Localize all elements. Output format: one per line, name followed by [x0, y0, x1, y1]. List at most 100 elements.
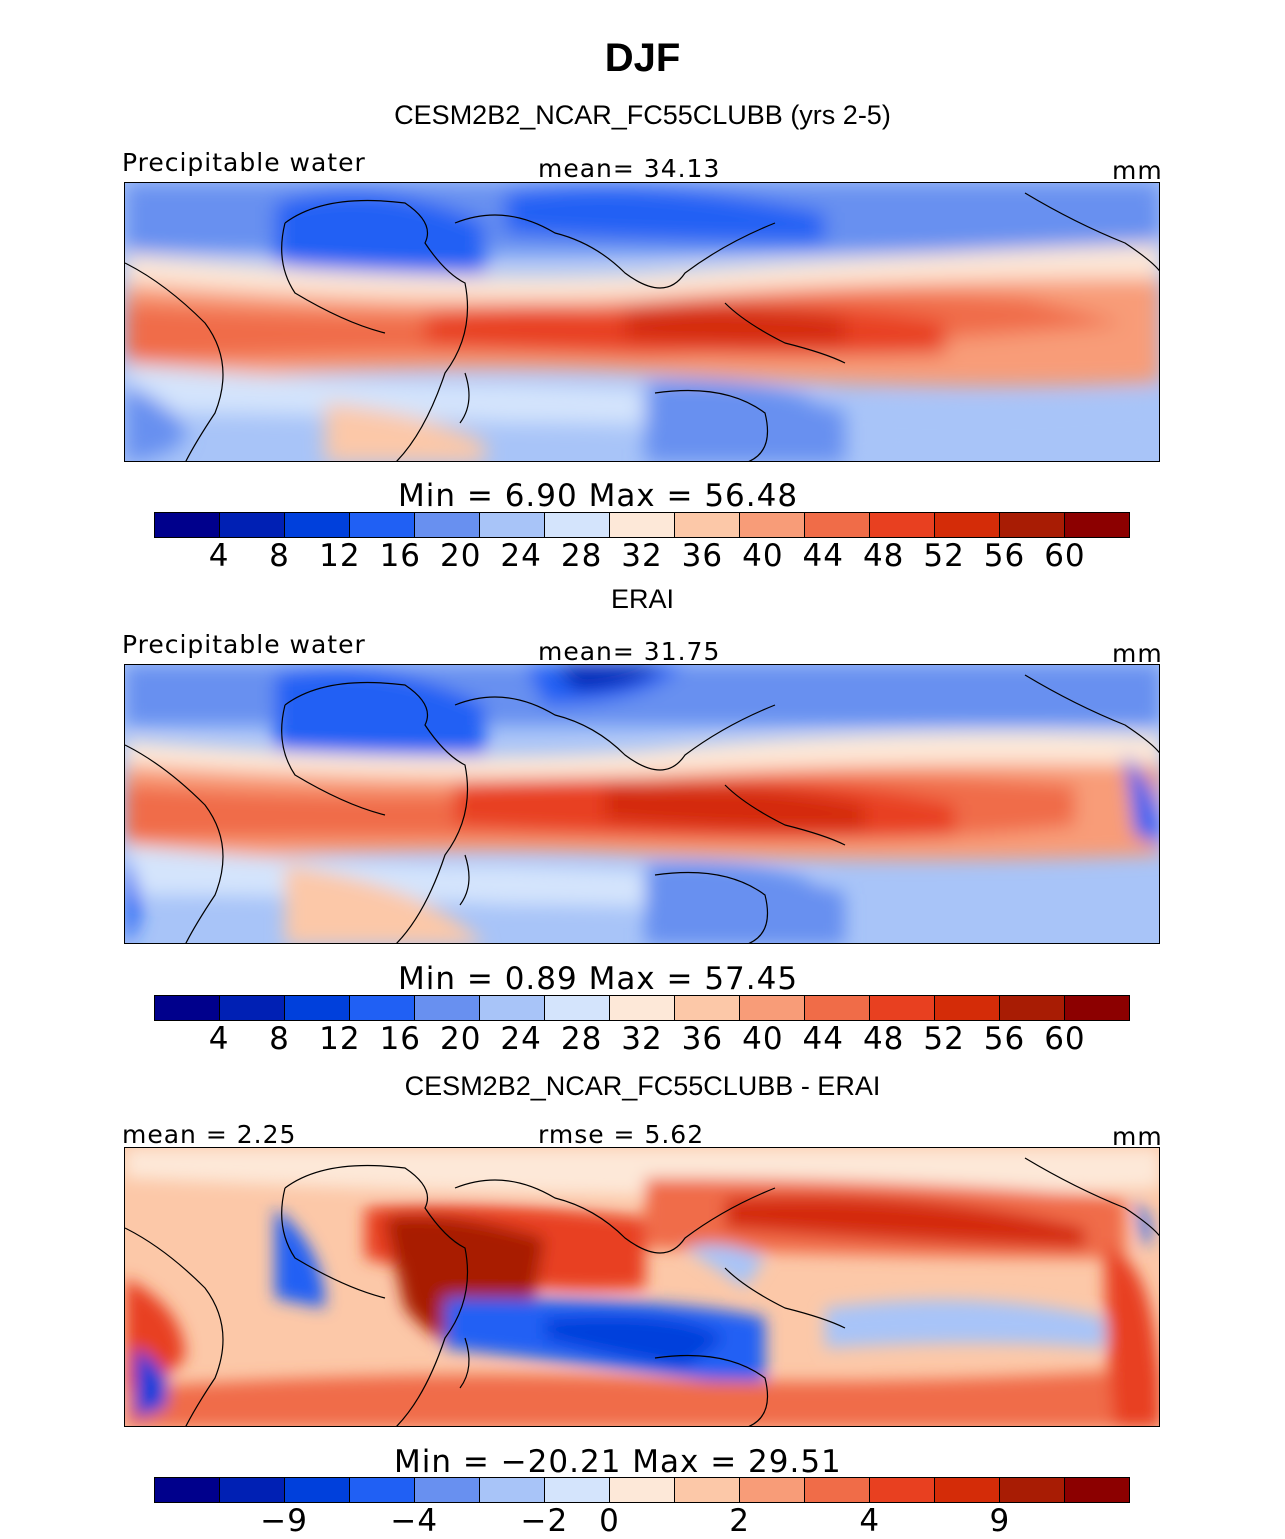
colorbar-segment — [155, 1478, 220, 1502]
colorbar-tick-label: −2 — [520, 1503, 569, 1539]
colorbar-tick-label: 32 — [621, 538, 663, 574]
colorbar-tick-label: 0 — [599, 1503, 620, 1539]
colorbar-segment — [480, 513, 545, 537]
colorbar-tick-label: 28 — [560, 1021, 603, 1057]
colorbar-tick-label: −4 — [390, 1503, 439, 1539]
colorbar-tick-label: 16 — [379, 538, 422, 574]
colorbar-segment — [805, 513, 870, 537]
colorbar-tick-label: 16 — [379, 1021, 422, 1057]
figure-title: DJF — [604, 36, 681, 80]
colorbar-segment — [285, 1478, 350, 1502]
colorbar-segment — [740, 513, 805, 537]
panel-3-subtitle: CESM2B2_NCAR_FC55CLUBB - ERAI — [404, 1071, 881, 1101]
colorbar-tick-label: 48 — [862, 538, 905, 574]
panel-2-map — [124, 664, 1160, 944]
colorbar-segment — [935, 996, 1000, 1020]
colorbar-tick-label: 48 — [862, 1021, 905, 1057]
colorbar-segment — [545, 996, 610, 1020]
colorbar-tick-label: 60 — [1044, 1021, 1086, 1057]
colorbar-segment — [350, 996, 415, 1020]
panel-1-minmax: Min = 6.90 Max = 56.48 — [398, 478, 799, 514]
panel-3-rmse-label: rmse = 5.62 — [538, 1120, 705, 1149]
colorbar-segment — [415, 1478, 480, 1502]
colorbar-segment — [675, 513, 740, 537]
colorbar-tick-label: 20 — [440, 538, 482, 574]
colorbar-segment — [285, 513, 350, 537]
colorbar-segment — [480, 996, 545, 1020]
panel-2-minmax: Min = 0.89 Max = 57.45 — [398, 961, 799, 997]
colorbar-segment — [155, 996, 220, 1020]
colorbar-segment — [805, 1478, 870, 1502]
colorbar-segment — [415, 513, 480, 537]
colorbar-tick-label: 52 — [923, 1021, 965, 1057]
colorbar-segment — [675, 996, 740, 1020]
colorbar-segment — [545, 1478, 610, 1502]
colorbar-segment — [1000, 513, 1065, 537]
panel-2-units-label: mm — [1112, 639, 1163, 668]
panel-3-colorbar-ticks: −9 −4 −2 0 2 4 9 — [154, 1503, 1130, 1539]
colorbar-segment — [740, 1478, 805, 1502]
colorbar-tick-label: 9 — [989, 1503, 1011, 1539]
colorbar-tick-label: 12 — [319, 1021, 361, 1057]
colorbar-segment — [480, 1478, 545, 1502]
colorbar-segment — [870, 513, 935, 537]
panel-1-map — [124, 182, 1160, 462]
colorbar-tick-label: 60 — [1044, 538, 1086, 574]
colorbar-segment — [545, 513, 610, 537]
colorbar-segment — [1000, 996, 1065, 1020]
colorbar-tick-label: 36 — [681, 538, 724, 574]
colorbar-tick-label: 28 — [560, 538, 603, 574]
panel-3-units-label: mm — [1112, 1122, 1163, 1151]
colorbar-segment — [220, 513, 285, 537]
colorbar-segment — [220, 996, 285, 1020]
colorbar-tick-label: 40 — [742, 1021, 784, 1057]
colorbar-tick-label: 52 — [923, 538, 965, 574]
colorbar-segment — [1065, 1478, 1129, 1502]
panel-1-colorbar-ticks: 4 8 12 16 20 24 28 32 36 40 44 48 52 56 60 — [154, 538, 1130, 574]
colorbar-segment — [675, 1478, 740, 1502]
colorbar-tick-label: 32 — [621, 1021, 663, 1057]
colorbar-tick-label: 8 — [269, 1021, 290, 1057]
colorbar-tick-label: 4 — [208, 1021, 230, 1057]
colorbar-segment — [415, 996, 480, 1020]
colorbar-segment — [935, 1478, 1000, 1502]
colorbar-tick-label: 36 — [681, 1021, 724, 1057]
colorbar-tick-label: 44 — [802, 538, 844, 574]
colorbar-segment — [1065, 996, 1129, 1020]
colorbar-segment — [610, 996, 675, 1020]
colorbar-segment — [870, 996, 935, 1020]
colorbar-segment — [155, 513, 220, 537]
panel-3-map — [124, 1147, 1160, 1427]
colorbar-segment — [870, 1478, 935, 1502]
panel-1-units-label: mm — [1112, 156, 1163, 185]
colorbar-tick-label: 40 — [742, 538, 784, 574]
colorbar-tick-label: 4 — [208, 538, 230, 574]
colorbar-tick-label: 2 — [729, 1503, 750, 1539]
colorbar-tick-label: 20 — [440, 1021, 482, 1057]
panel-3-minmax: Min = −20.21 Max = 29.51 — [394, 1444, 842, 1480]
colorbar-segment — [350, 513, 415, 537]
panel-2-colorbar — [154, 995, 1130, 1021]
colorbar-tick-label: 56 — [983, 1021, 1026, 1057]
colorbar-tick-label: 56 — [983, 538, 1026, 574]
colorbar-tick-label: 24 — [500, 1021, 542, 1057]
colorbar-segment — [935, 513, 1000, 537]
panel-2-colorbar-ticks: 4 8 12 16 20 24 28 32 36 40 44 48 52 56 60 — [154, 1021, 1130, 1057]
colorbar-segment — [805, 996, 870, 1020]
panel-2-subtitle: ERAI — [610, 584, 675, 614]
panel-2-variable-label: Precipitable water — [122, 630, 366, 659]
colorbar-segment — [610, 1478, 675, 1502]
colorbar-tick-label: 8 — [269, 538, 290, 574]
panel-1-mean-label: mean= 34.13 — [538, 154, 721, 183]
colorbar-segment — [350, 1478, 415, 1502]
colorbar-segment — [220, 1478, 285, 1502]
colorbar-tick-label: 24 — [500, 538, 542, 574]
colorbar-segment — [1000, 1478, 1065, 1502]
panel-1-colorbar — [154, 512, 1130, 538]
panel-3-colorbar — [154, 1477, 1130, 1503]
colorbar-tick-label: 12 — [319, 538, 361, 574]
colorbar-tick-label: −9 — [260, 1503, 308, 1539]
panel-1-subtitle: CESM2B2_NCAR_FC55CLUBB (yrs 2-5) — [394, 100, 891, 130]
colorbar-tick-label: 44 — [802, 1021, 844, 1057]
panel-1-variable-label: Precipitable water — [122, 148, 366, 177]
